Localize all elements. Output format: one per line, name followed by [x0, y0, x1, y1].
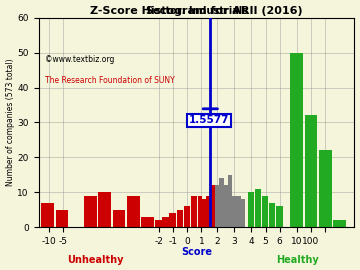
Bar — [291, 53, 303, 227]
X-axis label: Score: Score — [181, 247, 212, 257]
Text: The Research Foundation of SUNY: The Research Foundation of SUNY — [45, 76, 175, 85]
Text: Unhealthy: Unhealthy — [67, 255, 124, 265]
Bar — [232, 196, 237, 227]
Y-axis label: Number of companies (573 total): Number of companies (573 total) — [5, 59, 14, 186]
Bar — [98, 192, 111, 227]
Bar — [219, 178, 224, 227]
Bar — [84, 196, 97, 227]
Bar — [170, 213, 176, 227]
Bar — [198, 196, 202, 227]
Bar — [224, 185, 228, 227]
Title: Z-Score Histogram for ARII (2016): Z-Score Histogram for ARII (2016) — [90, 6, 303, 16]
Bar — [176, 210, 183, 227]
Text: 1.5577: 1.5577 — [189, 115, 229, 125]
Bar — [162, 217, 169, 227]
Bar — [113, 210, 125, 227]
Bar — [202, 199, 207, 227]
Bar — [305, 116, 318, 227]
Bar — [269, 203, 275, 227]
Bar — [333, 220, 346, 227]
Text: ©www.textbiz.org: ©www.textbiz.org — [45, 55, 114, 65]
Text: Healthy: Healthy — [276, 255, 319, 265]
Bar — [211, 185, 215, 227]
Bar — [207, 196, 211, 227]
Text: Sector: Industrials: Sector: Industrials — [145, 6, 248, 16]
Bar — [56, 210, 68, 227]
Bar — [215, 185, 219, 227]
Bar — [255, 189, 261, 227]
Bar — [319, 150, 332, 227]
Bar — [184, 206, 190, 227]
Bar — [276, 206, 283, 227]
Bar — [237, 196, 240, 227]
Bar — [191, 196, 197, 227]
Bar — [127, 196, 140, 227]
Bar — [248, 192, 254, 227]
Bar — [262, 196, 268, 227]
Bar — [41, 203, 54, 227]
Bar — [155, 220, 162, 227]
Bar — [240, 199, 245, 227]
Bar — [141, 217, 154, 227]
Bar — [228, 175, 232, 227]
